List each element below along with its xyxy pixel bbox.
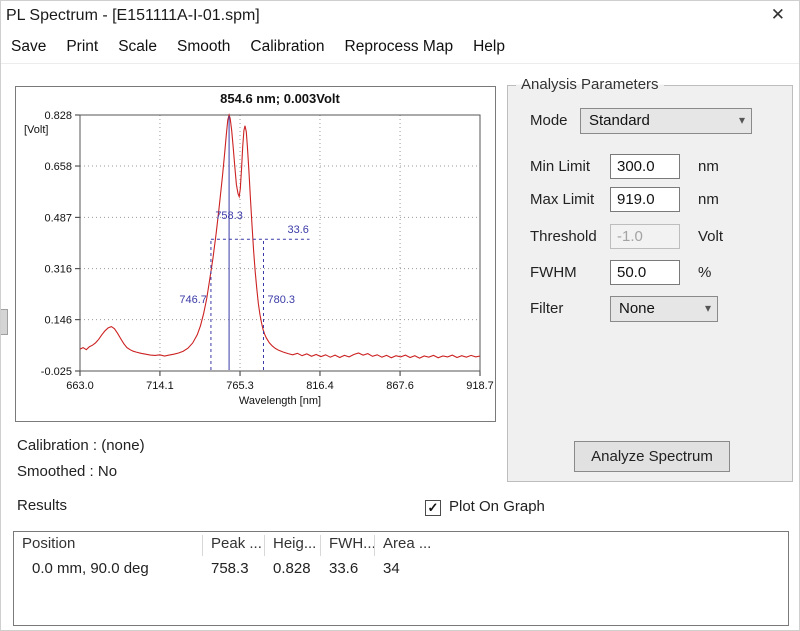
fwhm-input[interactable] [610,260,680,285]
threshold-label: Threshold [530,228,597,245]
cell-height: 0.828 [273,560,311,577]
plot-border [79,114,481,372]
tick-label-y: 0.658 [44,161,72,173]
fwhm-right-label: 780.3 [267,294,295,306]
chevron-down-icon: ▾ [704,301,711,315]
column-header-position[interactable]: Position [22,535,76,552]
mode-label: Mode [530,112,568,129]
fwhm-unit: % [698,264,712,281]
filter-value: None [619,300,655,317]
menu-item-help[interactable]: Help [473,38,505,55]
menu-item-print[interactable]: Print [66,38,99,55]
threshold-unit: Volt [698,228,724,245]
x-axis-label: Wavelength [nm] [239,395,321,407]
menu-item-save[interactable]: Save [11,38,47,55]
results-table: Position Peak ... Heig... FWH... Area ..… [13,531,789,626]
tick-label-y: 0.146 [44,315,72,327]
left-edge-fragment [1,309,8,335]
cell-fwhm: 33.6 [329,560,359,577]
filter-label: Filter [530,300,564,317]
tick-label-y: 0.487 [44,212,72,224]
analysis-parameters-group: Analysis Parameters Mode Standard ▾ Min … [507,76,793,482]
tick-label-x: 867.6 [386,380,414,392]
chevron-down-icon: ▾ [738,113,745,127]
min-limit-unit: nm [698,158,719,175]
table-row[interactable]: 0.0 mm, 90.0 deg 758.3 0.828 33.6 34 [14,560,788,577]
tick-label-x: 663.0 [66,380,94,392]
max-limit-label: Max Limit [530,191,595,208]
tick-label-y: 0.316 [44,264,72,276]
peak-position-label: 758.3 [215,210,243,222]
threshold-input [610,224,680,249]
mode-value: Standard [589,112,650,129]
tick-label-x: 765.3 [226,380,254,392]
filter-dropdown[interactable]: None ▾ [610,296,718,322]
max-limit-unit: nm [698,191,719,208]
menu-item-smooth[interactable]: Smooth [177,38,231,55]
calibration-status: Calibration : (none) [17,437,145,454]
plot-on-graph-checkbox[interactable] [425,500,441,516]
tick-label-y: -0.025 [41,366,72,378]
min-limit-input[interactable] [610,154,680,179]
spectrum-plot[interactable]: 854.6 nm; 0.003Volt 663.0 714.1 765.3 816.4 8… [16,87,495,421]
window-title: PL Spectrum - [E151111A-I-01.spm] [6,7,260,24]
menu-item-scale[interactable]: Scale [118,38,157,55]
column-header-height[interactable]: Heig... [264,535,320,556]
menu-bar: Save Print Scale Smooth Calibration Repr… [1,34,515,60]
column-header-fwhm[interactable]: FWH... [320,535,374,556]
cell-area: 34 [383,560,400,577]
analysis-parameters-title: Analysis Parameters [516,76,664,93]
close-icon[interactable]: ✕ [770,5,785,24]
title-bar: PL Spectrum - [E151111A-I-01.spm] ✕ [1,1,799,31]
spectrum-curve [79,113,481,359]
column-header-peak[interactable]: Peak ... [202,535,264,556]
menu-divider [1,63,799,64]
tick-label-y: 0.828 [44,110,72,122]
y-axis-unit-label: [Volt] [24,124,48,136]
smoothed-status: Smoothed : No [17,463,118,480]
cell-position: 0.0 mm, 90.0 deg [32,560,149,577]
min-limit-label: Min Limit [530,158,591,175]
max-limit-input[interactable] [610,187,680,212]
results-label: Results [17,497,68,514]
chart-readout-title: 854.6 nm; 0.003Volt [220,91,340,106]
tick-label-x: 714.1 [146,380,174,392]
analyze-spectrum-button[interactable]: Analyze Spectrum [574,441,730,472]
fwhm-value-label: 33.6 [287,224,308,236]
fwhm-label: FWHM [530,264,577,281]
mode-dropdown[interactable]: Standard ▾ [580,108,752,134]
fwhm-left-label: 746.7 [179,294,207,306]
cell-peak: 758.3 [211,560,249,577]
tick-label-x: 918.7 [466,380,494,392]
plot-on-graph-label: Plot On Graph [449,498,545,515]
tick-label-x: 816.4 [306,380,334,392]
spectrum-chart-panel: 854.6 nm; 0.003Volt 663.0 714.1 765.3 816.4 8… [15,86,496,422]
results-table-header: Position Peak ... Heig... FWH... Area ..… [14,535,788,556]
menu-item-reprocess-map[interactable]: Reprocess Map [344,38,454,55]
menu-item-calibration[interactable]: Calibration [250,38,325,55]
column-header-area[interactable]: Area ... [374,535,788,556]
